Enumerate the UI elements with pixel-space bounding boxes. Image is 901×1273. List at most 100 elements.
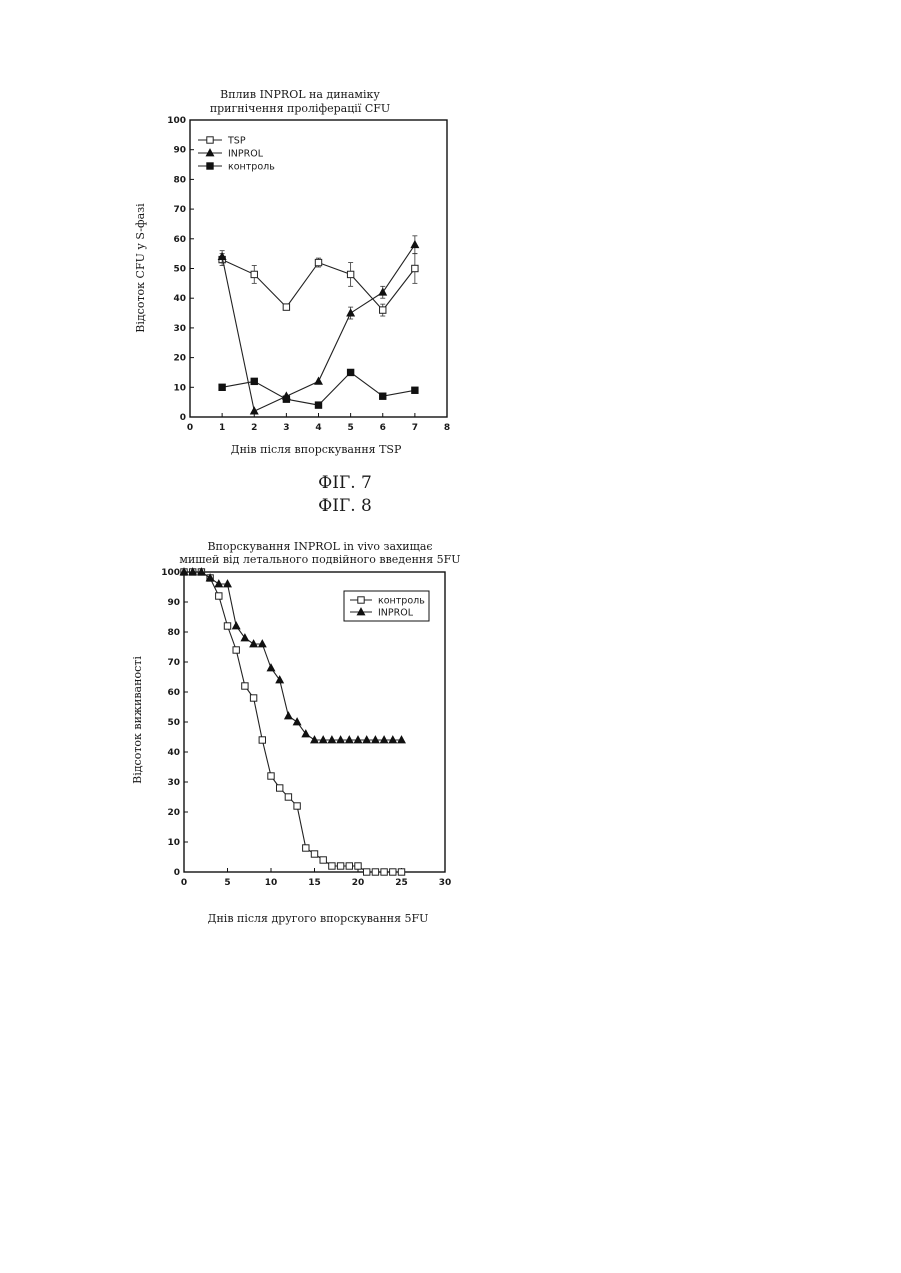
chart-fig7: Вплив INPROL на динаміку пригнічення про…	[134, 88, 450, 456]
chart1-legend: TSP INPROL контроль	[198, 136, 275, 173]
data-point	[311, 851, 317, 857]
data-point	[355, 863, 361, 869]
data-point	[315, 377, 323, 384]
series-line-1	[222, 245, 415, 411]
data-point	[242, 683, 248, 689]
data-point	[398, 869, 404, 875]
data-point	[380, 307, 386, 313]
data-point	[347, 309, 355, 316]
data-point	[380, 393, 386, 399]
data-point	[219, 384, 225, 390]
data-point	[372, 869, 378, 875]
data-point	[412, 387, 418, 393]
x-tick-label: 3	[283, 423, 289, 433]
y-tick-label: 90	[173, 146, 186, 156]
x-tick-label: 15	[308, 878, 321, 888]
data-point	[347, 271, 353, 277]
x-tick-label: 10	[265, 878, 278, 888]
y-tick-label: 60	[173, 235, 186, 245]
x-tick-label: 30	[439, 878, 452, 888]
data-point	[251, 378, 257, 384]
data-point	[232, 622, 240, 629]
chart2-y-axis-label: Відсоток виживаності	[131, 656, 144, 784]
y-tick-label: 80	[173, 175, 186, 185]
y-tick-label: 10	[173, 383, 186, 393]
chart1-x-axis-label: Днів після впорскування TSP	[231, 443, 402, 456]
data-point	[277, 785, 283, 791]
data-point	[346, 863, 352, 869]
data-point	[283, 304, 289, 310]
y-tick-label: 40	[167, 748, 180, 758]
data-point	[216, 593, 222, 599]
data-point	[337, 863, 343, 869]
data-point	[294, 803, 300, 809]
figure-label-8: ФІГ. 8	[318, 496, 372, 516]
data-point	[233, 647, 239, 653]
chart2-legend: контрольINPROL	[344, 591, 429, 621]
data-point	[411, 241, 419, 248]
data-point	[283, 396, 289, 402]
data-point	[250, 695, 256, 701]
legend-label: INPROL	[378, 608, 414, 619]
data-point	[250, 407, 258, 414]
chart-fig8: Впорскування INPROL in vivo захищає мише…	[131, 540, 461, 925]
data-point	[320, 857, 326, 863]
y-tick-label: 90	[167, 598, 180, 608]
data-point	[303, 845, 309, 851]
data-point	[390, 869, 396, 875]
data-point	[267, 664, 275, 671]
legend-label: контроль	[378, 596, 425, 607]
legend-label: TSP	[227, 136, 246, 147]
chart2-title-line1: Впорскування INPROL in vivo захищає	[207, 540, 432, 553]
y-tick-label: 100	[167, 116, 186, 126]
x-tick-label: 7	[412, 423, 418, 433]
y-tick-label: 20	[173, 354, 186, 364]
y-tick-label: 40	[173, 294, 186, 304]
chart1-title-line2: пригнічення проліферації CFU	[210, 102, 390, 115]
x-tick-label: 20	[352, 878, 365, 888]
legend-marker	[207, 163, 213, 169]
data-point	[364, 869, 370, 875]
x-tick-label: 0	[187, 423, 193, 433]
data-point	[285, 712, 293, 719]
y-tick-label: 0	[174, 868, 180, 878]
x-tick-label: 6	[380, 423, 386, 433]
legend-label: INPROL	[228, 149, 264, 160]
chart1-series-group	[218, 236, 418, 414]
data-point	[224, 623, 230, 629]
legend-marker	[207, 137, 213, 143]
y-tick-label: 10	[167, 838, 180, 848]
y-tick-label: 70	[167, 658, 180, 668]
chart2-x-axis: 051015202530	[181, 868, 451, 888]
data-point	[329, 863, 335, 869]
y-tick-label: 70	[173, 205, 186, 215]
data-point	[381, 869, 387, 875]
y-tick-label: 60	[167, 688, 180, 698]
x-tick-label: 0	[181, 878, 187, 888]
chart2-title-line2: мишей від летального подвійного введення…	[179, 553, 460, 566]
chart1-title-line1: Вплив INPROL на динаміку	[220, 88, 380, 101]
x-tick-label: 2	[251, 423, 257, 433]
data-point	[251, 271, 257, 277]
y-tick-label: 20	[167, 808, 180, 818]
legend-marker	[358, 597, 364, 603]
data-point	[285, 794, 291, 800]
data-point	[412, 265, 418, 271]
y-tick-label: 50	[167, 718, 180, 728]
data-point	[315, 402, 321, 408]
data-point	[293, 718, 301, 725]
x-tick-label: 25	[395, 878, 408, 888]
data-point	[347, 369, 353, 375]
chart1-x-axis: 012345678	[187, 413, 450, 433]
y-tick-label: 80	[167, 628, 180, 638]
y-tick-label: 30	[167, 778, 180, 788]
x-tick-label: 8	[444, 423, 450, 433]
data-point	[268, 773, 274, 779]
x-tick-label: 4	[315, 423, 321, 433]
y-tick-label: 100	[161, 568, 180, 578]
figure-label-7: ФІГ. 7	[318, 473, 372, 493]
legend-label: контроль	[228, 162, 275, 173]
y-tick-label: 30	[173, 324, 186, 334]
data-point	[315, 259, 321, 265]
